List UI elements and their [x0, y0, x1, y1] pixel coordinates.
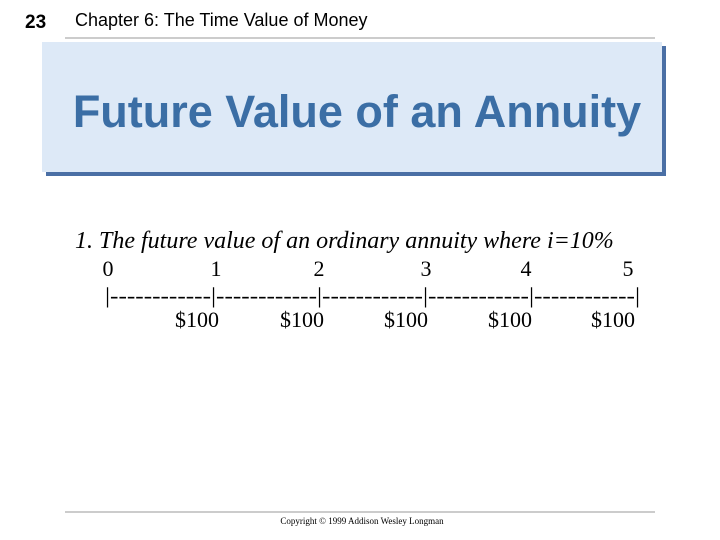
payment-label: $100 [591, 307, 635, 332]
copyright: Copyright © 1999 Addison Wesley Longman [280, 516, 444, 526]
period-label: 4 [521, 256, 532, 281]
timeline-line: |------------|------------|------------|… [105, 283, 640, 308]
period-label: 0 [103, 256, 114, 281]
slide-title: Future Value of an Annuity [73, 86, 641, 137]
chapter-header: Chapter 6: The Time Value of Money [75, 10, 368, 30]
payment-label: $100 [488, 307, 532, 332]
period-label: 3 [421, 256, 432, 281]
period-label: 1 [211, 256, 222, 281]
period-label: 2 [314, 256, 325, 281]
title-box [42, 42, 662, 172]
payment-label: $100 [384, 307, 428, 332]
slide-number: 23 [25, 12, 46, 33]
list-item: 1. The future value of an ordinary annui… [75, 228, 614, 254]
period-label: 5 [623, 256, 634, 281]
payment-label: $100 [280, 307, 324, 332]
payment-label: $100 [175, 307, 219, 332]
